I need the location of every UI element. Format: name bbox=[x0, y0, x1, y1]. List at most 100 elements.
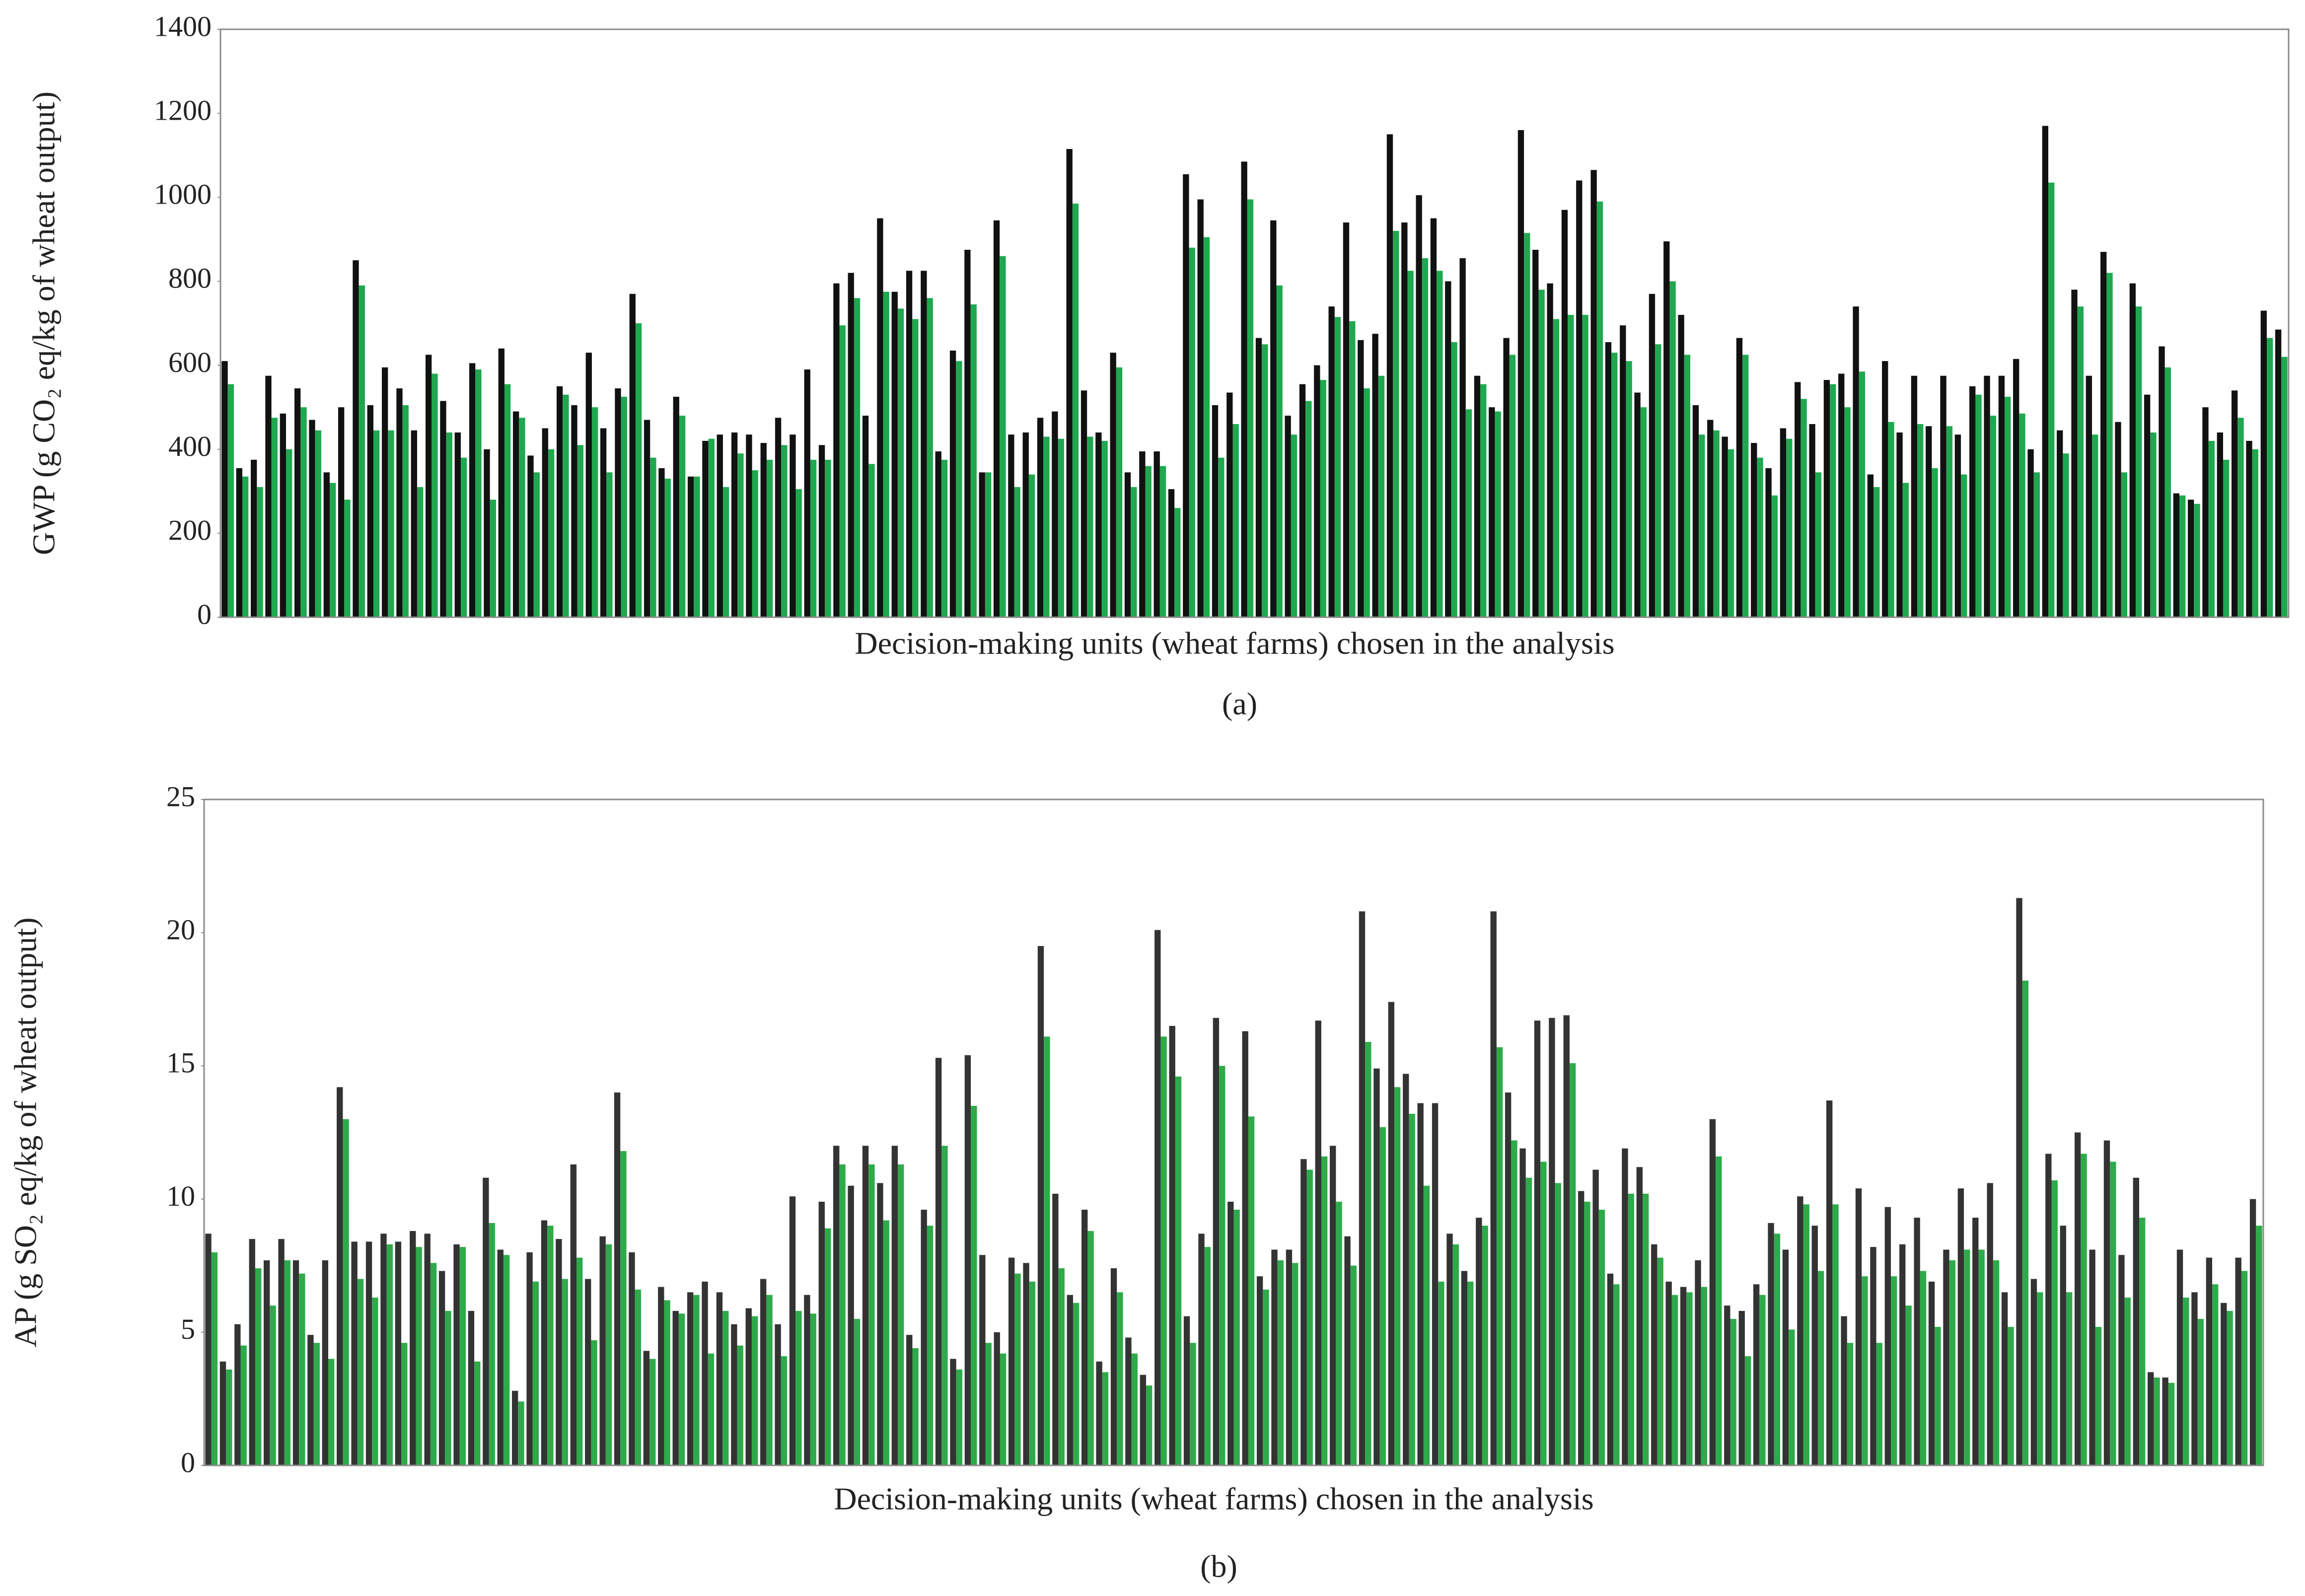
bar bbox=[1917, 424, 1924, 617]
bar bbox=[1771, 495, 1778, 617]
bar bbox=[1511, 1140, 1517, 1465]
bar bbox=[518, 1401, 524, 1465]
plot-frame bbox=[219, 28, 2290, 618]
bar bbox=[1242, 1031, 1248, 1465]
bar bbox=[1291, 435, 1297, 617]
bar bbox=[504, 384, 511, 617]
bar bbox=[1422, 258, 1429, 617]
bar bbox=[789, 1196, 796, 1465]
bar bbox=[1388, 1002, 1395, 1465]
bar bbox=[1964, 1249, 1970, 1465]
bar bbox=[1233, 1210, 1240, 1465]
bar bbox=[2197, 1318, 2204, 1465]
bar bbox=[1255, 338, 1262, 617]
bar bbox=[2176, 1249, 2183, 1465]
bar bbox=[2063, 453, 2069, 617]
bar bbox=[1430, 218, 1437, 618]
bar bbox=[687, 1292, 694, 1465]
bar bbox=[1789, 1329, 1795, 1465]
bar bbox=[1797, 1196, 1803, 1465]
bar bbox=[2115, 422, 2121, 617]
bar bbox=[2136, 306, 2142, 617]
bar bbox=[475, 369, 482, 617]
bar bbox=[1946, 426, 1953, 617]
bar bbox=[236, 468, 242, 617]
bar bbox=[205, 1233, 212, 1465]
bar bbox=[1160, 1036, 1167, 1465]
bar bbox=[1437, 271, 1443, 617]
bar bbox=[1204, 1247, 1211, 1465]
bar bbox=[1490, 911, 1497, 1465]
bar bbox=[438, 1271, 445, 1465]
bar bbox=[600, 428, 607, 617]
bar bbox=[1365, 1042, 1371, 1465]
bar bbox=[1452, 1244, 1459, 1465]
bar bbox=[1742, 355, 1749, 617]
bar bbox=[673, 397, 679, 617]
bar bbox=[2095, 1327, 2102, 1465]
bar bbox=[1117, 1292, 1123, 1465]
bar bbox=[284, 1260, 291, 1465]
bar bbox=[1759, 1295, 1766, 1465]
bar bbox=[1972, 1218, 1979, 1465]
bar bbox=[1417, 1103, 1424, 1465]
bar bbox=[790, 435, 796, 617]
bar bbox=[1649, 293, 1656, 617]
bar bbox=[255, 1268, 262, 1465]
bar bbox=[1183, 174, 1189, 617]
bar bbox=[1578, 1191, 1585, 1465]
bar bbox=[2022, 980, 2029, 1465]
bar bbox=[547, 1226, 554, 1465]
bar bbox=[1330, 1146, 1336, 1465]
bar bbox=[629, 293, 636, 617]
bar bbox=[286, 449, 292, 617]
x-axis-title: Decision-making units (wheat farms) chos… bbox=[855, 626, 1614, 661]
bar bbox=[2008, 1327, 2014, 1465]
bar bbox=[1684, 355, 1691, 617]
bar bbox=[1496, 1047, 1503, 1465]
bar bbox=[1561, 210, 1568, 618]
bar bbox=[854, 298, 861, 617]
bar bbox=[402, 405, 409, 617]
y-axis-title: GWP (g CO₂ eq/kg of wheat output) bbox=[26, 91, 62, 555]
bar bbox=[309, 420, 315, 617]
bar bbox=[1503, 338, 1510, 617]
plot-frame bbox=[203, 798, 2264, 1466]
bar bbox=[533, 472, 540, 617]
bar bbox=[1611, 353, 1618, 617]
bar bbox=[2148, 1372, 2154, 1465]
bar bbox=[1358, 340, 1364, 617]
bar bbox=[775, 418, 782, 617]
bar bbox=[1707, 420, 1714, 617]
bar bbox=[1605, 342, 1612, 617]
bar bbox=[542, 428, 548, 617]
bar bbox=[1227, 1201, 1234, 1465]
bar bbox=[1990, 416, 1997, 617]
bar bbox=[2139, 1218, 2146, 1465]
bar bbox=[1844, 407, 1851, 617]
bar bbox=[868, 1164, 875, 1465]
bar bbox=[577, 445, 583, 617]
y-tick-label: 20 bbox=[166, 914, 195, 946]
bar bbox=[848, 1185, 854, 1465]
bar bbox=[760, 443, 767, 617]
bar bbox=[503, 1255, 510, 1465]
bar bbox=[883, 1220, 889, 1465]
bar bbox=[927, 1226, 934, 1465]
bar bbox=[257, 487, 263, 617]
bar bbox=[1080, 390, 1087, 617]
bar bbox=[2241, 1271, 2248, 1465]
bar bbox=[1067, 1295, 1073, 1465]
bar bbox=[1701, 1287, 1708, 1465]
bar bbox=[795, 489, 802, 617]
bar bbox=[1855, 1188, 1862, 1465]
bar bbox=[1532, 250, 1539, 617]
bar bbox=[1582, 315, 1588, 617]
bar bbox=[2124, 1298, 2131, 1465]
bar bbox=[497, 1249, 504, 1465]
bar bbox=[498, 348, 504, 617]
bar bbox=[2042, 126, 2049, 617]
bar bbox=[1669, 281, 1676, 617]
bar bbox=[211, 1252, 218, 1465]
